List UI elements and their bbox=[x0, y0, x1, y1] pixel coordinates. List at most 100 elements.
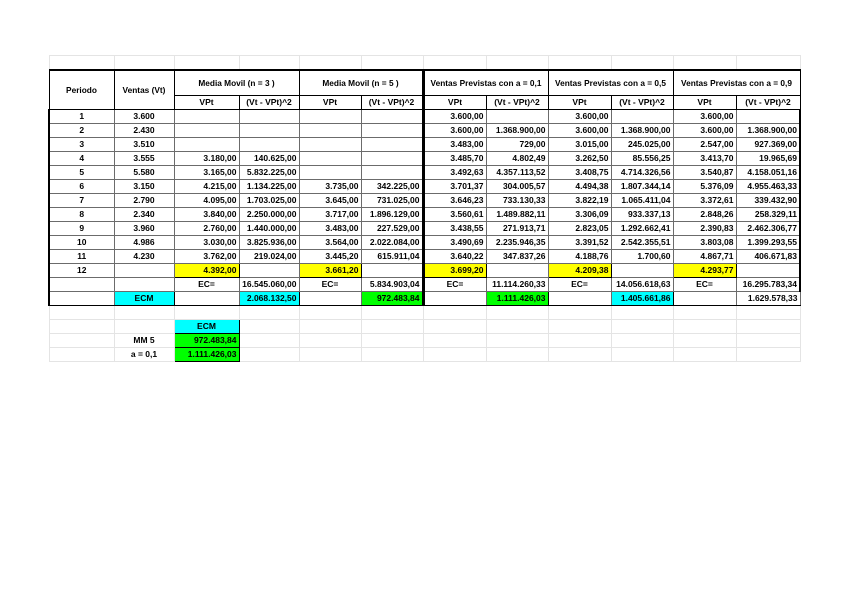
group-header-a05: Ventas Previstas con a = 0,5 bbox=[547, 69, 674, 96]
cell-ventas: 4.986 bbox=[113, 235, 175, 250]
highlight-forecast-cell: 4.209,38 bbox=[547, 263, 612, 278]
cell-value: 3.564,00 bbox=[298, 235, 362, 250]
data-row-2: 2 2.430 3.600,00 1.368.900,00 3.600,00 1.368.… bbox=[48, 123, 801, 138]
column-header-ventas: Ventas (Vt) bbox=[113, 69, 175, 110]
cell bbox=[485, 333, 549, 348]
cell bbox=[735, 55, 801, 71]
ec-value-cell: 5.834.903,04 bbox=[360, 277, 424, 292]
cell-ventas: 3.510 bbox=[113, 137, 175, 152]
subheader-sq: (Vt - VPt)^2 bbox=[238, 95, 300, 110]
cell bbox=[422, 333, 487, 348]
cell-periodo: 4 bbox=[48, 151, 115, 166]
ecm-row: ECM 2.068.132,50 972.483,84 1.111.426,03 1.4… bbox=[48, 291, 801, 306]
cell-value: 927.369,00 bbox=[735, 137, 801, 152]
cell-value: 219.024,00 bbox=[238, 249, 300, 264]
sub-header-row: VPt (Vt - VPt)^2 VPt (Vt - VPt)^2 VPt (V… bbox=[49, 95, 801, 110]
cell-periodo: 6 bbox=[48, 179, 115, 194]
cell bbox=[238, 333, 300, 348]
cell-periodo: 8 bbox=[48, 207, 115, 222]
cell-value: 3.391,52 bbox=[547, 235, 612, 250]
cell-value: 2.462.306,77 bbox=[735, 221, 801, 236]
cell-value: 3.180,00 bbox=[173, 151, 240, 166]
cell-periodo: 9 bbox=[48, 221, 115, 236]
cell-value bbox=[298, 151, 362, 166]
cell-value: 4.357.113,52 bbox=[485, 165, 549, 180]
data-row-1: 1 3.600 3.600,00 3.600,00 3.600,00 bbox=[48, 109, 801, 124]
cell-value bbox=[238, 137, 300, 152]
cell-value bbox=[298, 123, 362, 138]
ecm-value-cell: 2.068.132,50 bbox=[238, 291, 300, 306]
cell-value: 5.376,09 bbox=[672, 179, 737, 194]
cell bbox=[48, 291, 115, 306]
group-header-mm5: Media Movil (n = 5 ) bbox=[298, 69, 424, 96]
cell-value bbox=[360, 263, 424, 278]
cell-value: 3.438,55 bbox=[421, 221, 487, 236]
cell-periodo: 7 bbox=[48, 193, 115, 208]
cell bbox=[238, 319, 300, 334]
cell bbox=[113, 305, 175, 320]
cell bbox=[360, 333, 424, 348]
cell-value bbox=[735, 109, 801, 124]
group-header-a01: Ventas Previstas con a = 0,1 bbox=[421, 69, 549, 96]
cell-value: 3.640,22 bbox=[421, 249, 487, 264]
cell-value: 3.490,69 bbox=[421, 235, 487, 250]
ec-label-cell: EC= bbox=[298, 277, 362, 292]
ecm-value-cell: 1.629.578,33 bbox=[735, 291, 801, 306]
ec-row: EC= 16.545.060,00 EC= 5.834.903,04 EC= 11.114… bbox=[48, 277, 801, 292]
cell bbox=[485, 347, 549, 362]
column-header-periodo: Periodo bbox=[48, 69, 115, 110]
cell bbox=[238, 347, 300, 362]
summary-row-0: MM 5 972.483,84 bbox=[48, 333, 801, 348]
cell bbox=[610, 55, 674, 71]
cell-value bbox=[360, 165, 424, 180]
cell-value: 2.022.084,00 bbox=[360, 235, 424, 250]
cell-value bbox=[360, 109, 424, 124]
cell-value: 3.408,75 bbox=[547, 165, 612, 180]
cell-value: 3.600,00 bbox=[421, 109, 487, 124]
cell-periodo: 2 bbox=[48, 123, 115, 138]
cell bbox=[672, 347, 737, 362]
forecast-table: Periodo Ventas (Vt) Media Movil (n = 3 )… bbox=[48, 55, 801, 362]
cell-value: 3.600,00 bbox=[421, 123, 487, 138]
cell-value: 733.130,33 bbox=[485, 193, 549, 208]
cell bbox=[48, 347, 115, 362]
cell-value: 4.867,71 bbox=[672, 249, 737, 264]
cell-value: 3.645,00 bbox=[298, 193, 362, 208]
cell-value: 5.832.225,00 bbox=[238, 165, 300, 180]
subheader-vpt: VPt bbox=[298, 95, 362, 110]
cell bbox=[735, 319, 801, 334]
cell-value: 3.822,19 bbox=[547, 193, 612, 208]
ecm-value-cell: 1.111.426,03 bbox=[485, 291, 549, 306]
cell-value: 1.368.900,00 bbox=[735, 123, 801, 138]
cell bbox=[298, 55, 362, 71]
cell-value: 3.840,00 bbox=[173, 207, 240, 222]
highlight-forecast-cell: 3.699,20 bbox=[421, 263, 487, 278]
data-row-9: 9 3.960 2.760,00 1.440.000,00 3.483,00 227.52… bbox=[48, 221, 801, 236]
cell-periodo: 1 bbox=[48, 109, 115, 124]
cell-value bbox=[610, 109, 674, 124]
cell-value bbox=[735, 263, 801, 278]
cell-value: 3.600,00 bbox=[672, 109, 737, 124]
cell-value: 1.700,60 bbox=[610, 249, 674, 264]
cell-value: 4.802,49 bbox=[485, 151, 549, 166]
cell bbox=[610, 333, 674, 348]
cell bbox=[610, 347, 674, 362]
cell-value: 3.600,00 bbox=[547, 123, 612, 138]
ec-label-cell: EC= bbox=[672, 277, 737, 292]
cell bbox=[547, 333, 612, 348]
cell-value: 245.025,00 bbox=[610, 137, 674, 152]
cell bbox=[547, 319, 612, 334]
cell-value bbox=[485, 263, 549, 278]
summary-header-cell: ECM bbox=[173, 319, 240, 334]
cell-value: 731.025,00 bbox=[360, 193, 424, 208]
data-row-12: 12 4.392,00 3.661,20 3.699,20 4.209,38 4.293,… bbox=[48, 263, 801, 278]
subheader-vpt: VPt bbox=[421, 95, 487, 110]
data-row-11: 11 4.230 3.762,00 219.024,00 3.445,20 615.911… bbox=[48, 249, 801, 264]
cell-value: 258.329,11 bbox=[735, 207, 801, 222]
cell bbox=[238, 305, 300, 320]
cell-value: 339.432,90 bbox=[735, 193, 801, 208]
cell-value: 3.262,50 bbox=[547, 151, 612, 166]
ec-value-cell: 14.056.618,63 bbox=[610, 277, 674, 292]
cell-value: 1.399.293,55 bbox=[735, 235, 801, 250]
cell-value bbox=[173, 137, 240, 152]
